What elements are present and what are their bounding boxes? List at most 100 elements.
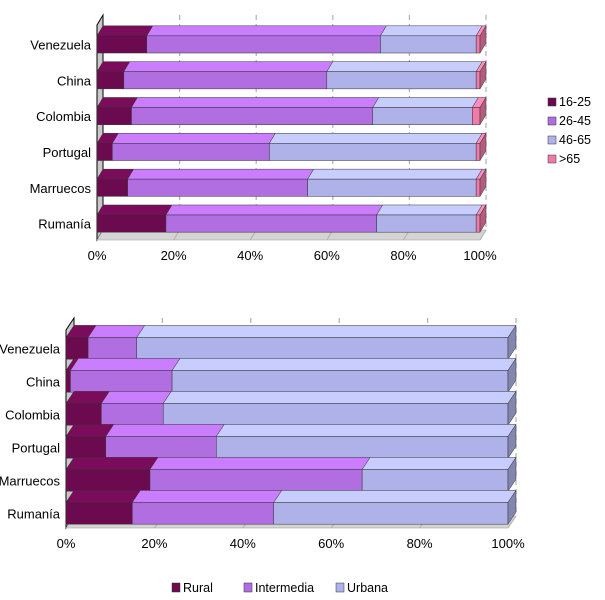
bar-rumana-1 [165,214,377,233]
bar-china-0 [65,370,71,393]
bar-marruecos-0 [65,469,151,492]
bar-end-face [507,390,517,427]
legend-label: 26-45 [559,114,591,128]
bar-top-face [273,490,517,503]
bar-top-face [131,97,380,108]
bar-end-face [479,204,487,234]
bar-top-face [131,490,283,503]
chart-settlement-type: Venezuela China Colombia Portugal Marruecos R… [0,316,525,595]
bar-segment [96,25,154,54]
bar-top-face [96,204,173,216]
bar-segment [136,324,517,361]
bar-segment [273,489,517,526]
gridline-floor [479,229,487,241]
bar-end-face [507,489,517,526]
legend-item: 26-45 [547,114,591,128]
legend-swatch [547,116,557,126]
legend-swatch [171,582,181,593]
bar-segment [65,457,159,492]
bar-rumana-0 [96,214,167,233]
category-label: Colombia [36,109,92,124]
category-label: Rumanía [38,217,92,232]
chart-age-groups: Venezuela China Colombia Portugal Marruecos R… [30,13,591,263]
legend-label: Urbana [347,581,388,595]
bar-venezuela-1 [146,35,381,54]
bar-segment [111,133,276,161]
bar-venezuela-1 [87,337,137,360]
bar-colombia-1 [131,107,374,125]
bar-colombia-2 [372,107,473,125]
bar-top-face [136,325,517,338]
x-tick-label: 20% [141,536,167,551]
bar-rumana-3 [475,214,481,233]
bar-top-face [65,490,141,503]
bar-segment [65,424,115,459]
x-tick-label: 60% [314,248,340,263]
bar-top-face [96,97,138,108]
bar-end-face [479,60,487,90]
bar-portugal-1 [105,436,217,459]
bar-segment [131,490,283,525]
bar-top-face [69,358,181,371]
x-tick-label: 40% [230,536,256,551]
bar-segment [326,61,483,90]
legend-item: 46-65 [547,133,591,147]
bar-rumana-0 [65,502,133,525]
x-tick-label: 20% [161,248,187,263]
bar-china-2 [171,370,509,393]
legend-swatch [547,154,557,164]
bar-top-face [96,168,135,180]
bar-china-1 [70,370,173,393]
bar-segment [65,490,141,525]
bar-top-face [149,457,371,470]
category-label: Marruecos [30,181,92,196]
bar-end-face [507,423,517,460]
bar-portugal-0 [96,143,113,161]
bar-segment [475,132,487,162]
bar-rumana-2 [376,214,477,233]
bar-top-face [65,457,159,470]
bar-segment [65,391,110,426]
bar-segment [96,97,138,125]
legend-swatch [243,582,253,593]
gridline-floor [507,515,517,529]
bar-segment [123,61,334,90]
bar-end-face [507,324,517,361]
bar-marruecos-2 [361,469,509,492]
legend-swatch [547,97,557,107]
bar-top-face [146,25,387,37]
x-tick-label: 80% [390,248,416,263]
bar-portugal-3 [475,143,481,161]
legend-item: 16-25 [547,95,591,109]
category-label: China [57,73,92,88]
bar-top-face [307,168,483,180]
bar-top-face [111,133,276,144]
bar-top-face [100,391,172,404]
bar-end-face [507,456,517,493]
bar-end-face [507,357,517,394]
bar-top-face [165,204,384,216]
bar-segment [475,168,487,198]
bar-portugal-1 [112,143,270,161]
bar-segment [100,391,172,426]
bar-venezuela-2 [136,337,509,360]
bar-top-face [162,391,517,404]
legend-label: 46-65 [559,133,591,147]
bar-segment [146,25,387,54]
bar-portugal-2 [216,436,509,459]
x-tick-label: 0% [57,536,76,551]
bar-top-face [65,424,115,437]
bar-venezuela-3 [475,35,481,54]
bar-segment [215,423,517,460]
legend-label: Intermedia [255,581,314,595]
x-tick-label: 40% [237,248,263,263]
category-label: Rumanía [7,506,61,521]
legend-label: Rural [183,581,213,595]
x-tick-label: 100% [491,536,525,551]
bar-segment [379,25,483,54]
legend-swatch [547,135,557,145]
legend-item: Urbana [335,581,388,595]
bar-segment [105,424,225,459]
bar-segment [361,456,517,493]
